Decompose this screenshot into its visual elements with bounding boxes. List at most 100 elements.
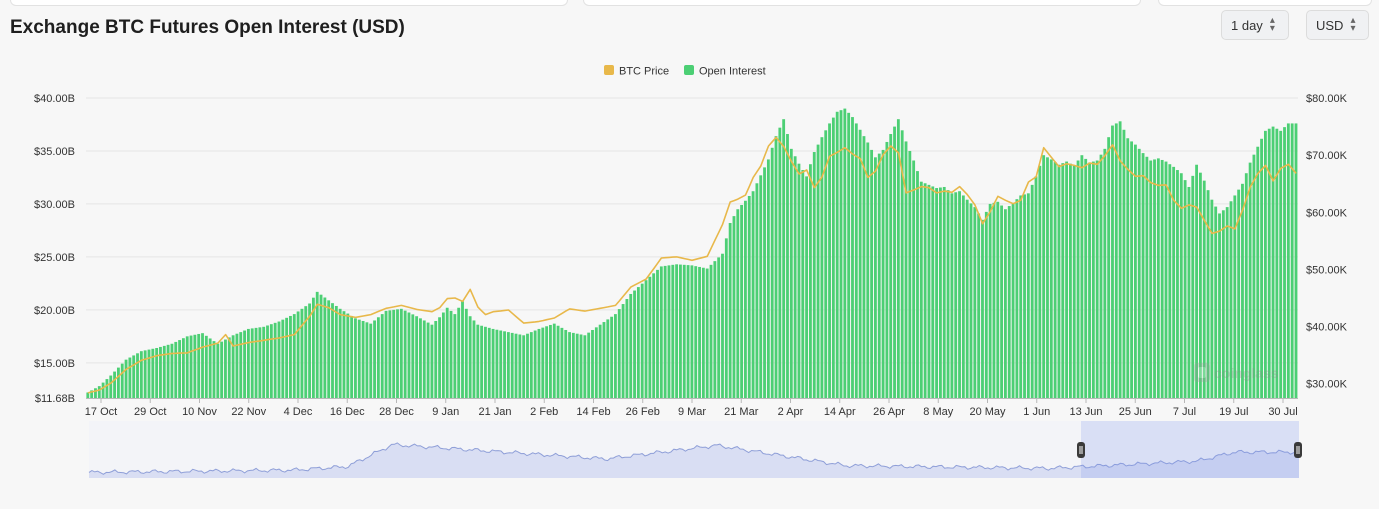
open-interest-bar: [1126, 138, 1130, 398]
open-interest-bar: [973, 207, 977, 398]
open-interest-bar: [1091, 161, 1095, 398]
open-interest-bar: [487, 327, 491, 398]
x-axis-tick-label: 30 Jul: [1268, 406, 1297, 418]
open-interest-bar: [984, 211, 988, 398]
x-axis-tick-label: 9 Jan: [432, 406, 459, 418]
open-interest-bar: [243, 330, 246, 398]
open-interest-bar: [900, 130, 904, 398]
open-interest-bar: [1195, 164, 1198, 398]
open-interest-bar: [717, 257, 721, 398]
open-interest-bar: [94, 388, 97, 398]
x-axis-tick-label: 14 Feb: [576, 406, 610, 418]
open-interest-bar: [709, 264, 713, 398]
legend-swatch-btc-price: [604, 65, 614, 75]
open-interest-bar: [342, 311, 346, 398]
open-interest-bar: [896, 119, 900, 398]
open-interest-bar: [866, 142, 870, 398]
open-interest-bar: [396, 309, 399, 398]
open-interest-bar: [831, 117, 835, 398]
open-interest-bar: [858, 129, 862, 398]
navigator-selected-range[interactable]: [1081, 421, 1299, 478]
open-interest-bar: [656, 269, 659, 399]
open-interest-bar: [682, 264, 686, 398]
open-interest-bar: [1156, 158, 1160, 398]
open-interest-bar: [541, 327, 545, 398]
legend-item-open-interest[interactable]: Open Interest: [684, 65, 766, 78]
open-interest-bar: [705, 268, 709, 398]
coinglass-logo-icon: [1194, 363, 1210, 382]
open-interest-bar: [1225, 207, 1229, 398]
open-interest-bar: [1237, 189, 1241, 398]
open-interest-bar: [181, 338, 185, 398]
interval-select[interactable]: 1 day ▴ ▾: [1221, 10, 1289, 40]
open-interest-bar: [461, 301, 464, 398]
open-interest-bar: [1160, 159, 1164, 398]
open-interest-bar: [1049, 159, 1053, 398]
open-interest-bar: [904, 141, 908, 398]
open-interest-bar: [304, 306, 308, 398]
open-interest-bar: [120, 363, 124, 399]
open-interest-bar: [797, 163, 801, 398]
btc-price-line: [87, 136, 1297, 394]
open-interest-bar: [736, 209, 740, 398]
open-interest-bar: [724, 238, 728, 398]
open-interest-bar: [231, 335, 235, 398]
open-interest-bar: [759, 175, 763, 398]
open-interest-bar: [629, 293, 633, 398]
open-interest-bar: [419, 318, 422, 398]
open-interest-bar: [1176, 170, 1179, 398]
open-interest-bar: [1252, 154, 1256, 398]
legend-label-btc-price: BTC Price: [619, 66, 669, 78]
open-interest-bar: [1206, 190, 1210, 398]
left-axis-tick-label: $15.00B: [34, 358, 75, 370]
open-interest-bar: [526, 333, 529, 398]
open-interest-bar: [273, 322, 277, 398]
open-interest-bar: [315, 291, 319, 398]
open-interest-bar: [484, 326, 487, 398]
open-interest-bar: [851, 117, 854, 398]
open-interest-bar: [235, 333, 239, 398]
range-navigator[interactable]: [88, 421, 1302, 478]
open-interest-bar: [300, 308, 304, 398]
open-interest-bar: [552, 323, 556, 398]
open-interest-bar: [97, 386, 101, 398]
navigator-left-handle[interactable]: [1077, 442, 1085, 458]
open-interest-bar: [499, 330, 503, 398]
open-interest-bar: [625, 299, 629, 398]
open-interest-bar: [212, 341, 216, 398]
x-axis-tick-label: 17 Oct: [85, 406, 117, 418]
open-interest-bar: [747, 195, 751, 398]
open-interest-bar: [728, 223, 732, 398]
open-interest-bar: [1053, 162, 1057, 398]
open-interest-bar: [174, 341, 178, 398]
open-interest-bar: [323, 297, 327, 398]
open-interest-bar: [1107, 137, 1111, 398]
open-interest-bar: [1198, 172, 1202, 398]
open-interest-bar: [1221, 210, 1225, 398]
open-interest-bar: [575, 333, 579, 398]
open-interest-bar: [1275, 128, 1279, 398]
open-interest-bar: [518, 334, 522, 398]
open-interest-bar: [774, 136, 778, 398]
open-interest-bar: [766, 159, 770, 398]
right-y-axis: $80.00K $70.00K $60.00K $50.00K $40.00K $30.0…: [1306, 93, 1348, 391]
open-interest-bar: [889, 134, 893, 398]
open-interest-bar: [648, 276, 652, 398]
open-interest-bar: [495, 329, 499, 398]
right-axis-tick-label: $30.00K: [1306, 379, 1348, 391]
legend-item-btc-price[interactable]: BTC Price: [604, 65, 669, 78]
open-interest-bar: [812, 152, 816, 398]
open-interest-bar: [977, 213, 981, 398]
x-axis-tick-label: 26 Apr: [873, 406, 905, 418]
open-interest-bar: [1229, 201, 1233, 398]
open-interest-bar: [254, 327, 258, 398]
open-interest-bar: [958, 191, 961, 398]
coinglass-watermark: coinglass: [1194, 363, 1279, 382]
open-interest-bar: [763, 167, 766, 398]
x-axis-tick-label: 28 Dec: [379, 406, 414, 418]
navigator-right-handle[interactable]: [1294, 442, 1302, 458]
open-interest-bar: [266, 325, 269, 398]
currency-select[interactable]: USD ▴ ▾: [1306, 10, 1369, 40]
x-axis-tick-label: 21 Jan: [478, 406, 511, 418]
open-interest-bar: [403, 310, 407, 398]
